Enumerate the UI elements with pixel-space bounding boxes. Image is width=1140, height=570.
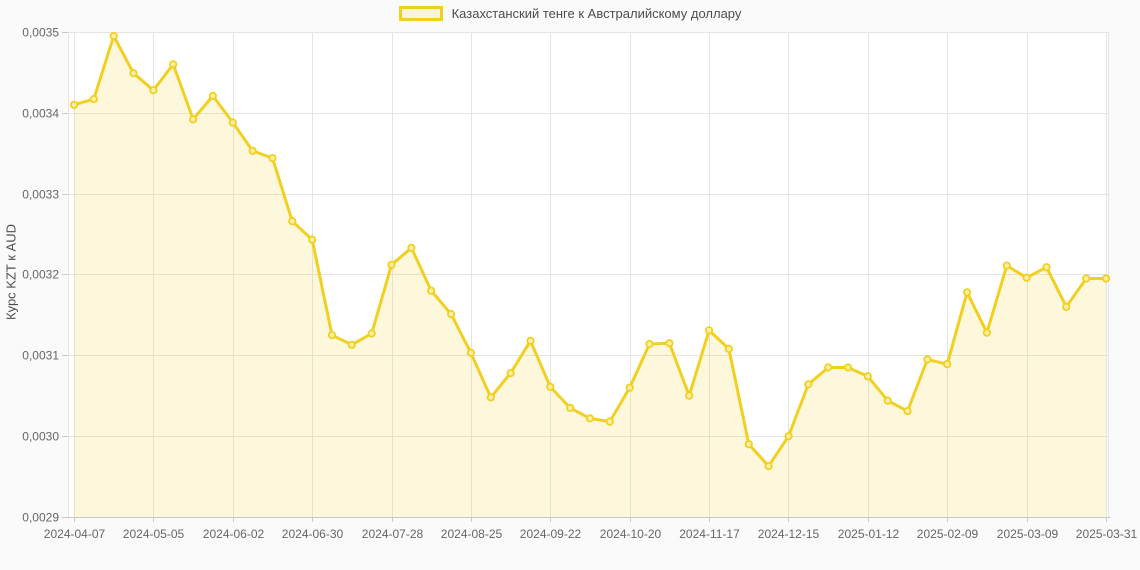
x-axis-tick-labels: 2024-04-07 2024-05-05 2024-06-02 2024-06-30… [44, 527, 1138, 541]
data-point-marker[interactable] [427, 286, 436, 295]
data-point-marker[interactable] [109, 31, 118, 41]
data-point-marker[interactable] [982, 328, 992, 337]
legend-item-kzt-aud[interactable]: Казахстанский тенге к Австралийскому дол… [398, 6, 742, 21]
data-point-marker[interactable] [962, 288, 972, 297]
data-point-marker[interactable] [923, 355, 932, 364]
x-axis-tick-label: 2025-03-31 [1076, 527, 1138, 541]
y-axis-tick-label: 0,0029 [22, 511, 59, 525]
y-axis-tick-label: 0,0031 [22, 349, 59, 363]
data-point-marker[interactable] [1101, 274, 1111, 283]
x-axis-tick-label: 2024-09-22 [520, 527, 582, 541]
data-point-marker[interactable] [704, 326, 714, 335]
data-point-marker[interactable] [129, 69, 138, 78]
data-point-marker[interactable] [89, 95, 98, 104]
data-point-marker[interactable] [228, 118, 237, 127]
data-point-marker[interactable] [347, 340, 356, 349]
legend-series-swatch-icon [398, 6, 443, 21]
x-axis-tick-label: 2024-05-05 [123, 527, 185, 541]
data-point-marker[interactable] [327, 330, 337, 340]
data-point-marker[interactable] [248, 146, 257, 155]
data-point-marker[interactable] [506, 368, 515, 378]
y-axis-tick-label: 0,0034 [22, 107, 59, 121]
data-point-marker[interactable] [665, 339, 674, 348]
data-point-marker[interactable] [566, 403, 575, 412]
data-point-marker[interactable] [1002, 261, 1011, 270]
data-point-marker[interactable] [585, 414, 595, 423]
data-point-marker[interactable] [149, 86, 158, 95]
y-axis-tick-label: 0,0033 [22, 188, 59, 202]
data-point-marker[interactable] [645, 339, 654, 349]
data-point-marker[interactable] [288, 217, 297, 226]
data-point-marker[interactable] [208, 91, 217, 101]
data-point-marker[interactable] [189, 115, 198, 124]
data-point-marker[interactable] [546, 382, 555, 391]
y-axis-tick-label: 0,0030 [22, 430, 59, 444]
data-point-marker[interactable] [69, 100, 79, 109]
x-axis-tick-label: 2025-01-12 [838, 527, 900, 541]
data-point-marker[interactable] [863, 372, 872, 381]
x-axis-tick-label: 2024-07-28 [362, 527, 424, 541]
data-point-marker[interactable] [169, 60, 178, 69]
y-axis-tick-labels: 0,0035 0,0034 0,0033 0,0032 0,0031 0,0030 0,00… [22, 26, 59, 525]
data-point-marker[interactable] [685, 391, 694, 400]
data-point-marker[interactable] [605, 417, 614, 426]
data-point-marker[interactable] [486, 393, 495, 402]
data-point-marker[interactable] [883, 396, 892, 405]
legend-series-label: Казахстанский тенге к Австралийскому дол… [451, 6, 742, 21]
data-point-marker[interactable] [387, 260, 396, 269]
data-point-markers [69, 31, 1111, 471]
data-point-marker[interactable] [446, 309, 456, 319]
data-point-marker[interactable] [367, 329, 376, 338]
data-point-marker[interactable] [843, 363, 853, 372]
x-axis-tick-label: 2025-03-09 [997, 527, 1059, 541]
x-axis-tick-label: 2024-11-17 [679, 527, 740, 541]
data-point-marker[interactable] [466, 348, 475, 357]
data-point-marker[interactable] [824, 363, 833, 372]
data-point-marker[interactable] [724, 344, 734, 353]
data-point-marker[interactable] [625, 383, 634, 392]
data-point-marker[interactable] [804, 380, 813, 389]
plot-borders [62, 32, 1110, 518]
data-point-marker[interactable] [1022, 273, 1031, 282]
data-point-marker[interactable] [764, 461, 773, 471]
data-point-marker[interactable] [308, 235, 317, 244]
data-point-marker[interactable] [407, 243, 416, 252]
data-point-marker[interactable] [1042, 263, 1051, 272]
x-axis-tick-label: 2024-08-25 [441, 527, 503, 541]
y-axis-title: Курс KZT к AUD [3, 224, 19, 320]
y-gridlines [62, 32, 1108, 518]
x-axis-tick-label: 2024-10-20 [600, 527, 662, 541]
data-point-marker[interactable] [268, 154, 277, 163]
data-point-marker[interactable] [943, 360, 952, 369]
x-axis-tick-label: 2024-06-02 [203, 527, 265, 541]
data-point-marker[interactable] [1062, 302, 1071, 311]
y-axis-tick-label: 0,0035 [22, 26, 59, 40]
data-point-marker[interactable] [1082, 274, 1091, 283]
x-axis-tick-label: 2025-02-09 [917, 527, 979, 541]
data-point-marker[interactable] [784, 432, 793, 441]
data-point-marker[interactable] [744, 440, 753, 449]
series-area-fill [74, 36, 1106, 517]
data-point-marker[interactable] [903, 406, 912, 416]
x-gridlines [74, 32, 1107, 522]
y-axis-tick-label: 0,0032 [22, 268, 59, 282]
x-axis-tick-label: 2024-06-30 [282, 527, 344, 541]
chart-legend: Казахстанский тенге к Австралийскому дол… [0, 6, 1140, 21]
data-point-marker[interactable] [526, 336, 535, 345]
x-axis-tick-label: 2024-04-07 [44, 527, 106, 541]
x-axis-tick-label: 2024-12-15 [758, 527, 820, 541]
